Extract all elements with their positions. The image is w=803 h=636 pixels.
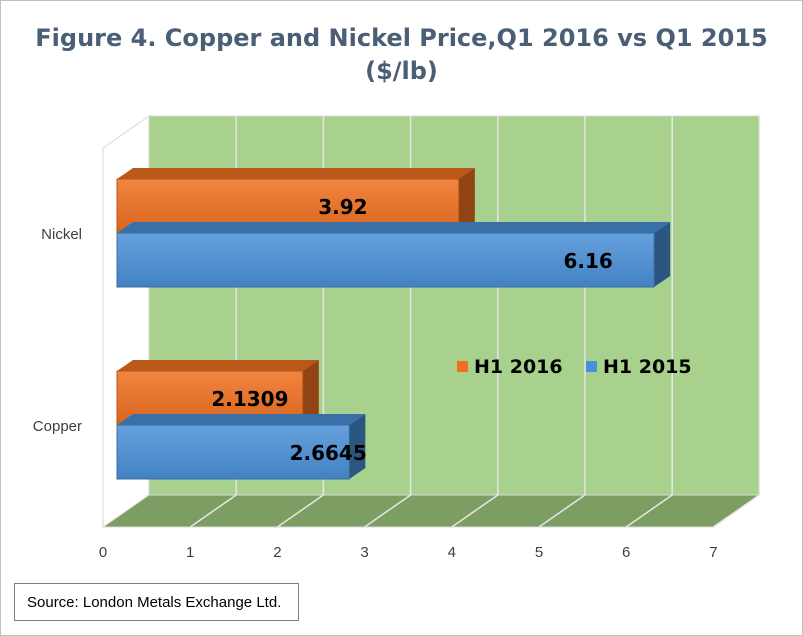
gridline-floor: [276, 494, 324, 528]
x-tick-label: 5: [535, 544, 543, 561]
data-label: 2.6645: [290, 441, 367, 465]
bar-top-face: [117, 168, 475, 179]
y-category-label: Copper: [33, 418, 82, 435]
legend-swatch: [586, 361, 597, 372]
bar-side-face: [654, 222, 671, 287]
data-label: 2.1309: [211, 387, 288, 411]
data-label: 6.16: [563, 249, 612, 273]
bar-side-face: [458, 168, 475, 233]
plot-floor: [101, 494, 761, 528]
bar-h1-2015-nickel: [116, 232, 655, 288]
gridline-floor: [538, 494, 586, 528]
legend-label: H1 2016: [474, 356, 563, 378]
bar-side-face: [349, 414, 366, 479]
bar-side-face: [302, 360, 319, 425]
gridline-floor: [451, 494, 499, 528]
x-tick-label: 2: [273, 544, 281, 561]
x-tick-label: 7: [709, 544, 717, 561]
data-label: 3.92: [318, 195, 367, 219]
chart-title-line1: Figure 4. Copper and Nickel Price,Q1 201…: [35, 24, 768, 52]
source-note: Source: London Metals Exchange Ltd.: [14, 583, 299, 621]
gridline-floor: [712, 494, 760, 528]
x-tick-label: 3: [360, 544, 368, 561]
legend-label: H1 2015: [603, 356, 692, 378]
x-tick-label: 0: [99, 544, 107, 561]
chart-title: Figure 4. Copper and Nickel Price,Q1 201…: [0, 22, 803, 88]
bar-top-face: [117, 222, 671, 233]
x-tick-label: 1: [186, 544, 194, 561]
gridline-floor: [189, 494, 237, 528]
bar-h1-2015-copper: [116, 424, 350, 480]
x-tick-label: 4: [448, 544, 456, 561]
bar-top-face: [117, 414, 366, 425]
legend-swatch: [457, 361, 468, 372]
x-tick-label: 6: [622, 544, 630, 561]
chart-title-line2: ($/lb): [365, 57, 438, 85]
bar-top-face: [117, 360, 319, 371]
y-category-label: Nickel: [41, 226, 82, 243]
gridline-floor: [364, 494, 412, 528]
gridline-floor: [625, 494, 673, 528]
